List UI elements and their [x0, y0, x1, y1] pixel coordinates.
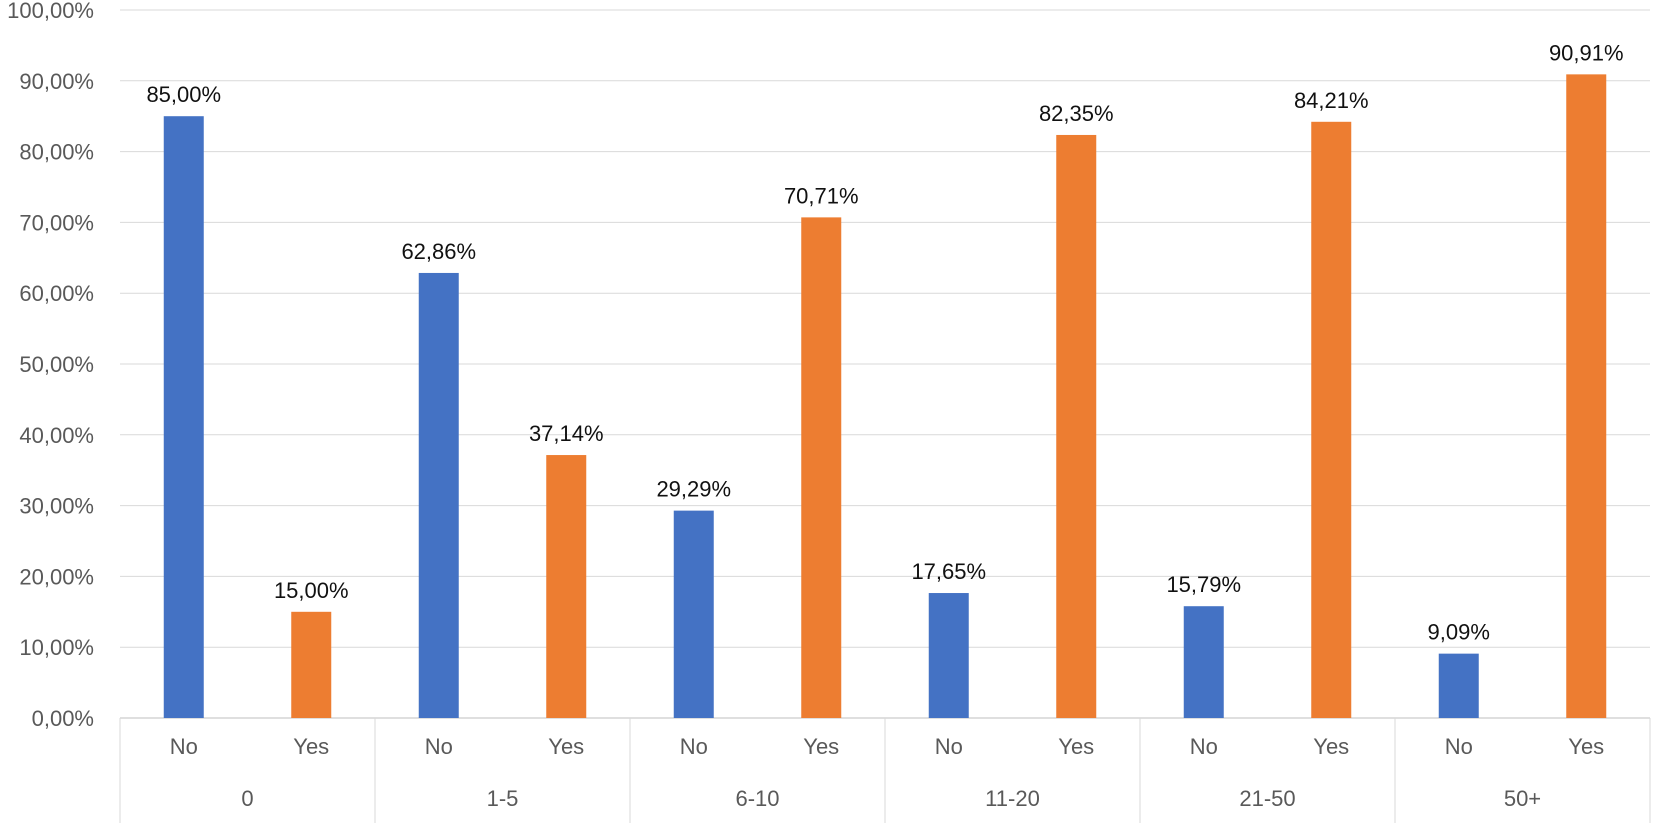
subcategory-label: Yes: [803, 734, 839, 759]
data-label: 62,86%: [401, 239, 476, 264]
bar-yes: [291, 611, 332, 718]
data-label: 15,79%: [1166, 572, 1241, 597]
y-tick-label: 10,00%: [19, 635, 94, 660]
bar-no: [418, 272, 459, 718]
data-label: 29,29%: [656, 477, 731, 502]
subcategory-label: Yes: [293, 734, 329, 759]
y-tick-label: 100,00%: [7, 0, 94, 23]
data-label: 90,91%: [1549, 40, 1624, 65]
data-label: 9,09%: [1428, 620, 1490, 645]
data-label: 85,00%: [146, 82, 221, 107]
grid-layer: [120, 9, 1650, 719]
subcategory-label: Yes: [1313, 734, 1349, 759]
bar-yes: [1056, 134, 1097, 718]
bar-no: [673, 510, 714, 718]
y-tick-label: 50,00%: [19, 352, 94, 377]
y-tick-label: 60,00%: [19, 281, 94, 306]
data-label: 37,14%: [529, 421, 604, 446]
bar-no: [1183, 606, 1224, 718]
subcategory-label: No: [170, 734, 198, 759]
axis-layer: 0,00% 10,00% 20,00% 30,00% 40,00% 50,00% 60,00…: [7, 0, 1651, 823]
group-label: 21-50: [1239, 786, 1295, 811]
subcategory-label: No: [680, 734, 708, 759]
y-tick-label: 30,00%: [19, 494, 94, 519]
group-label: 1-5: [487, 786, 519, 811]
subcategory-label: No: [935, 734, 963, 759]
group-label: 6-10: [735, 786, 779, 811]
bar-yes: [801, 217, 842, 718]
bar-no: [1438, 653, 1479, 718]
y-tick-label: 70,00%: [19, 210, 94, 235]
y-tick-label: 20,00%: [19, 564, 94, 589]
data-label: 82,35%: [1039, 101, 1114, 126]
data-label: 17,65%: [911, 559, 986, 584]
bar-no: [928, 593, 969, 718]
group-label: 50+: [1504, 786, 1541, 811]
bar-layer: [163, 74, 1607, 719]
data-label: 84,21%: [1294, 88, 1369, 113]
group-label: 11-20: [985, 786, 1040, 811]
subcategory-label: No: [1445, 734, 1473, 759]
subcategory-label: Yes: [548, 734, 584, 759]
y-tick-label: 90,00%: [19, 69, 94, 94]
y-tick-label: 40,00%: [19, 423, 94, 448]
bar-no: [163, 116, 204, 718]
y-tick-label: 80,00%: [19, 140, 94, 165]
y-tick-label: 0,00%: [32, 706, 94, 731]
bar-yes: [1311, 121, 1352, 718]
group-label: 0: [241, 786, 253, 811]
subcategory-label: Yes: [1058, 734, 1094, 759]
subcategory-label: Yes: [1568, 734, 1604, 759]
bar-yes: [546, 455, 587, 718]
data-label: 15,00%: [274, 578, 349, 603]
data-label: 70,71%: [784, 183, 859, 208]
bar-yes: [1566, 74, 1607, 719]
subcategory-label: No: [425, 734, 453, 759]
label-layer: 85,00% 15,00% 62,86% 37,14% 29,29% 70,71% 17,6…: [146, 40, 1623, 644]
subcategory-label: No: [1190, 734, 1218, 759]
